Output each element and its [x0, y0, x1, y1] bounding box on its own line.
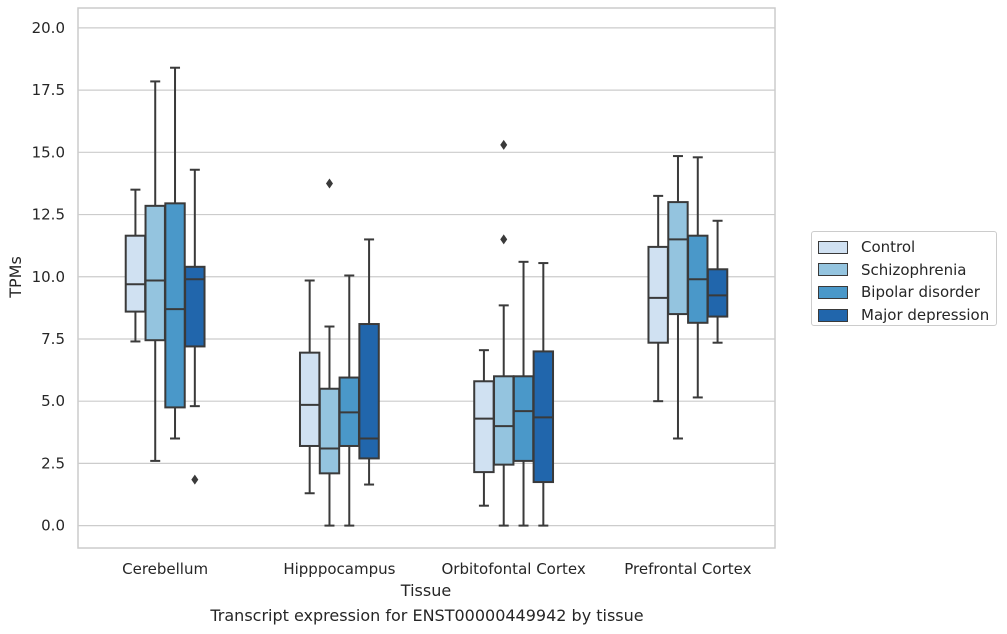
box-body — [512, 375, 535, 462]
box-3-1 — [667, 155, 689, 440]
box-1-2 — [338, 274, 360, 527]
y-tick-label: 7.5 — [41, 330, 65, 348]
box-0-1 — [144, 80, 166, 462]
y-tick-label: 0.0 — [41, 517, 65, 535]
box-body — [473, 380, 495, 474]
outlier-point — [191, 474, 199, 485]
x-tick-label: Cerebellum — [122, 560, 208, 578]
legend-swatch-control — [818, 240, 848, 254]
box-1-0 — [298, 279, 321, 495]
box-3-0 — [647, 194, 669, 403]
legend-swatch-major-depression — [818, 308, 848, 322]
box-body — [647, 245, 669, 344]
legend-label-major-depression: Major depression — [861, 306, 990, 325]
legend-item-control: Control — [818, 236, 996, 259]
legend-label-control: Control — [861, 238, 916, 257]
box-2-2 — [512, 260, 535, 527]
box-1-1 — [318, 178, 341, 527]
legend-item-schizophrenia: Schizophrenia — [818, 259, 996, 282]
box-body — [706, 268, 729, 318]
box-0-3 — [184, 168, 206, 485]
legend-swatch-bipolar-disorder — [818, 285, 848, 299]
plot-frame — [77, 7, 776, 549]
box-body — [184, 265, 206, 348]
box-3-3 — [706, 219, 729, 344]
y-tick-label: 10.0 — [32, 268, 65, 286]
box-2-3 — [532, 262, 555, 527]
box-plots — [124, 66, 729, 527]
legend: Control Schizophrenia Bipolar disorder M… — [811, 231, 997, 326]
box-2-0 — [473, 349, 495, 507]
y-tick-label: 20.0 — [32, 19, 65, 37]
box-0-0 — [124, 188, 147, 343]
x-tick-label: Prefrontal Cortex — [624, 560, 751, 578]
y-tick-label: 5.0 — [41, 392, 65, 410]
box-1-3 — [358, 238, 380, 486]
box-3-2 — [687, 156, 709, 399]
box-body — [667, 201, 689, 316]
y-tick-label: 15.0 — [32, 143, 65, 161]
x-tick-label: Orbitofontal Cortex — [442, 560, 586, 578]
y-tick-label: 2.5 — [41, 454, 65, 472]
box-body — [164, 202, 186, 409]
x-tick-label: Hipppocampus — [283, 560, 395, 578]
axes: 0.0 2.5 5.0 7.5 10.0 12.5 15.0 17.5 20.0 Cerebell… — [32, 7, 776, 578]
legend-swatch-schizophrenia — [818, 263, 848, 277]
box-body — [493, 375, 515, 466]
box-0-2 — [164, 66, 186, 440]
outlier-point — [500, 234, 508, 245]
outlier-point — [325, 178, 333, 189]
outlier-point — [500, 139, 508, 150]
box-body — [144, 204, 166, 342]
y-axis-title: TPMs — [6, 256, 25, 299]
legend-label-bipolar-disorder: Bipolar disorder — [861, 283, 980, 302]
legend-item-major-depression: Major depression — [818, 304, 996, 327]
box-body — [124, 234, 147, 313]
box-body — [318, 387, 341, 475]
y-tick-label: 12.5 — [32, 206, 65, 224]
y-tick-label: 17.5 — [32, 81, 65, 99]
box-2-1 — [493, 139, 515, 527]
legend-label-schizophrenia: Schizophrenia — [861, 260, 967, 279]
chart-caption: Transcript expression for ENST0000044994… — [210, 606, 644, 625]
legend-item-bipolar-disorder: Bipolar disorder — [818, 281, 996, 304]
x-axis-title: Tissue — [400, 581, 451, 600]
box-body — [358, 323, 380, 460]
box-body — [298, 351, 321, 447]
